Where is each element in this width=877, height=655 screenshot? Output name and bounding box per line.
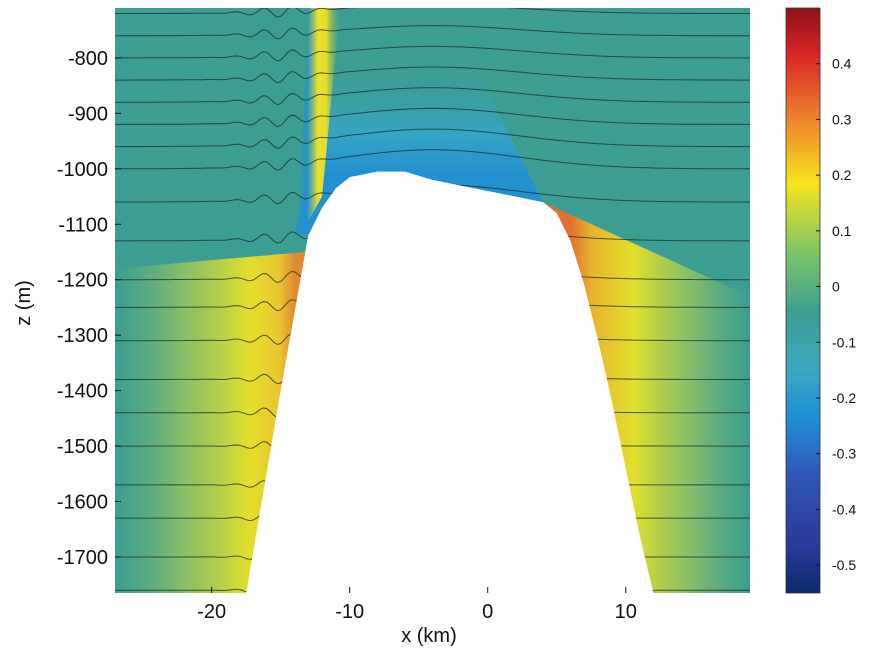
right-flank-warm-band [542, 202, 750, 593]
seamount [246, 171, 654, 593]
colorbar-tick-label: 0.3 [832, 111, 852, 127]
y-tick-label: -900 [68, 103, 108, 125]
colorbar-tick-label: -0.3 [832, 446, 856, 462]
y-tick-label: -1700 [57, 547, 108, 569]
y-tick-label: -1000 [57, 159, 108, 181]
colorbar-tick-label: 0.2 [832, 167, 852, 183]
y-tick-label: -1500 [57, 436, 108, 458]
colorbar-tick-label: 0.4 [832, 56, 852, 72]
colorbar-tick-label: 0 [832, 279, 840, 295]
contour-line [115, 66, 750, 84]
colorbar-tick-label: 0.1 [832, 223, 852, 239]
contour-line [115, 107, 750, 128]
colorbar-tick-label: -0.4 [832, 501, 856, 517]
left-flank-warm-band [115, 251, 306, 593]
y-tick-label: -1100 [58, 214, 108, 236]
y-axis-label: z (m) [13, 280, 35, 326]
contour-line [115, 45, 750, 62]
contour-line [115, 8, 750, 18]
x-tick-label: 10 [615, 601, 637, 623]
y-tick-label: -1400 [57, 381, 108, 403]
x-axis-label: x (km) [401, 625, 457, 647]
x-tick-label: -10 [335, 601, 364, 623]
colorbar-tick-label: -0.2 [832, 390, 856, 406]
y-tick-label: -1600 [57, 492, 108, 514]
colorbar-gradient [785, 7, 821, 594]
contour-line [115, 25, 750, 40]
x-tick-label: -20 [197, 601, 226, 623]
y-tick-label: -800 [68, 48, 108, 70]
y-tick-label: -1200 [57, 270, 108, 292]
plot-area [115, 8, 750, 593]
x-tick-label: 0 [482, 601, 493, 623]
colorbar-tick-label: -0.5 [832, 557, 856, 573]
warm-plume [297, 8, 341, 241]
colorbar-tick-label: -0.1 [832, 334, 856, 350]
contour-line [115, 128, 750, 149]
y-tick-label: -1300 [57, 325, 108, 347]
contour-line [115, 149, 750, 171]
contour-line [115, 87, 750, 106]
axes: -20 -10 0 10 -800 -900 -1000 -1100 -1200 -1300 -14… [57, 48, 637, 623]
colorbar: 0.4 0.3 0.2 0.1 0 -0.1 -0.2 -0.3 -0.4 -0.5 [785, 7, 856, 594]
